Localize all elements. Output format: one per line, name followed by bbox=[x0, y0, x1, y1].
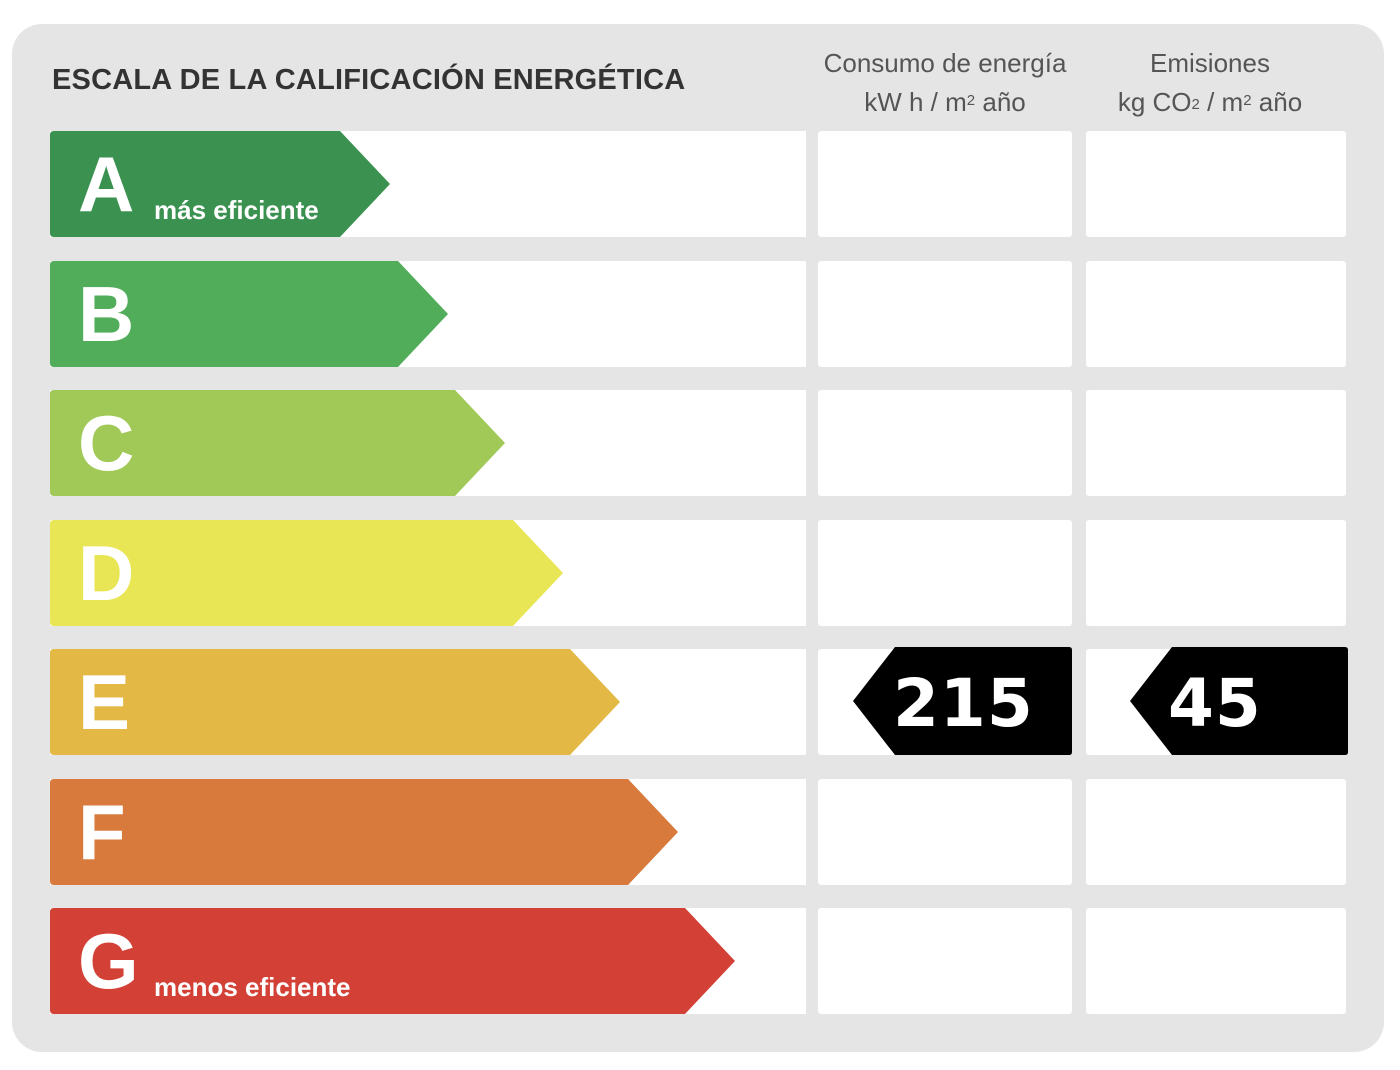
energy-cell-f bbox=[818, 779, 1072, 885]
emissions-cell-d bbox=[1086, 520, 1346, 626]
emissions-cell-b bbox=[1086, 261, 1346, 367]
emissions-rating-badge: 45 bbox=[1130, 647, 1348, 755]
class-arrow-f bbox=[50, 779, 678, 885]
chart-title: ESCALA DE LA CALIFICACIÓN ENERGÉTICA bbox=[52, 64, 686, 96]
class-arrow-e bbox=[50, 649, 620, 755]
emissions-rating-badge-value: 45 bbox=[1168, 665, 1262, 742]
class-arrow-d bbox=[50, 520, 563, 626]
energy-column-header: Consumo de energía kW h / m2 año bbox=[806, 44, 1084, 122]
emissions-column-header: Emisiones kg CO2 / m2 año bbox=[1084, 44, 1336, 122]
class-letter-g: G bbox=[78, 917, 139, 1005]
class-letter-c: C bbox=[78, 399, 135, 487]
rating-row-b: B bbox=[50, 261, 806, 367]
class-arrow-fill-e bbox=[50, 649, 620, 755]
class-letter-d: D bbox=[78, 529, 135, 617]
class-arrow-g bbox=[50, 908, 735, 1014]
emissions-header-unit: kg CO2 / m2 año bbox=[1117, 87, 1303, 117]
class-arrow-fill-g bbox=[50, 908, 735, 1014]
energy-rating-badge-shape bbox=[853, 647, 1072, 755]
rating-row-f: F bbox=[50, 779, 806, 885]
class-letter-b: B bbox=[78, 270, 135, 358]
class-label-a: más eficiente bbox=[154, 195, 319, 225]
class-arrow-fill-d bbox=[50, 520, 563, 626]
energy-cell-d bbox=[818, 520, 1072, 626]
energy-rating-badge-value: 215 bbox=[893, 665, 1034, 742]
emissions-header-line1: Emisiones bbox=[1150, 48, 1270, 78]
energy-cell-c bbox=[818, 390, 1072, 496]
class-arrow-fill-c bbox=[50, 390, 505, 496]
emissions-cell-c bbox=[1086, 390, 1346, 496]
energy-header-line1: Consumo de energía bbox=[823, 48, 1067, 78]
class-arrow-a bbox=[50, 131, 390, 237]
rating-row-c: C bbox=[50, 390, 806, 496]
energy-cell-g bbox=[818, 908, 1072, 1014]
energy-rating-badge: 215 bbox=[853, 647, 1072, 755]
class-arrow-c bbox=[50, 390, 505, 496]
energy-cell-b bbox=[818, 261, 1072, 367]
class-arrow-fill-a bbox=[50, 131, 390, 237]
emissions-cell-g bbox=[1086, 908, 1346, 1014]
class-letter-f: F bbox=[78, 788, 126, 876]
emissions-cell-a bbox=[1086, 131, 1346, 237]
energy-header-unit: kW h / m2 año bbox=[864, 87, 1026, 117]
class-label-g: menos eficiente bbox=[154, 972, 351, 1002]
class-arrow-b bbox=[50, 261, 448, 367]
rating-row-e: E bbox=[50, 649, 806, 755]
class-arrow-fill-b bbox=[50, 261, 448, 367]
class-letter-a: A bbox=[78, 140, 135, 228]
class-letter-e: E bbox=[78, 658, 131, 746]
class-arrow-fill-f bbox=[50, 779, 678, 885]
energy-cell-a bbox=[818, 131, 1072, 237]
rating-row-d: D bbox=[50, 520, 806, 626]
emissions-rating-badge-shape bbox=[1130, 647, 1348, 755]
emissions-cell-f bbox=[1086, 779, 1346, 885]
